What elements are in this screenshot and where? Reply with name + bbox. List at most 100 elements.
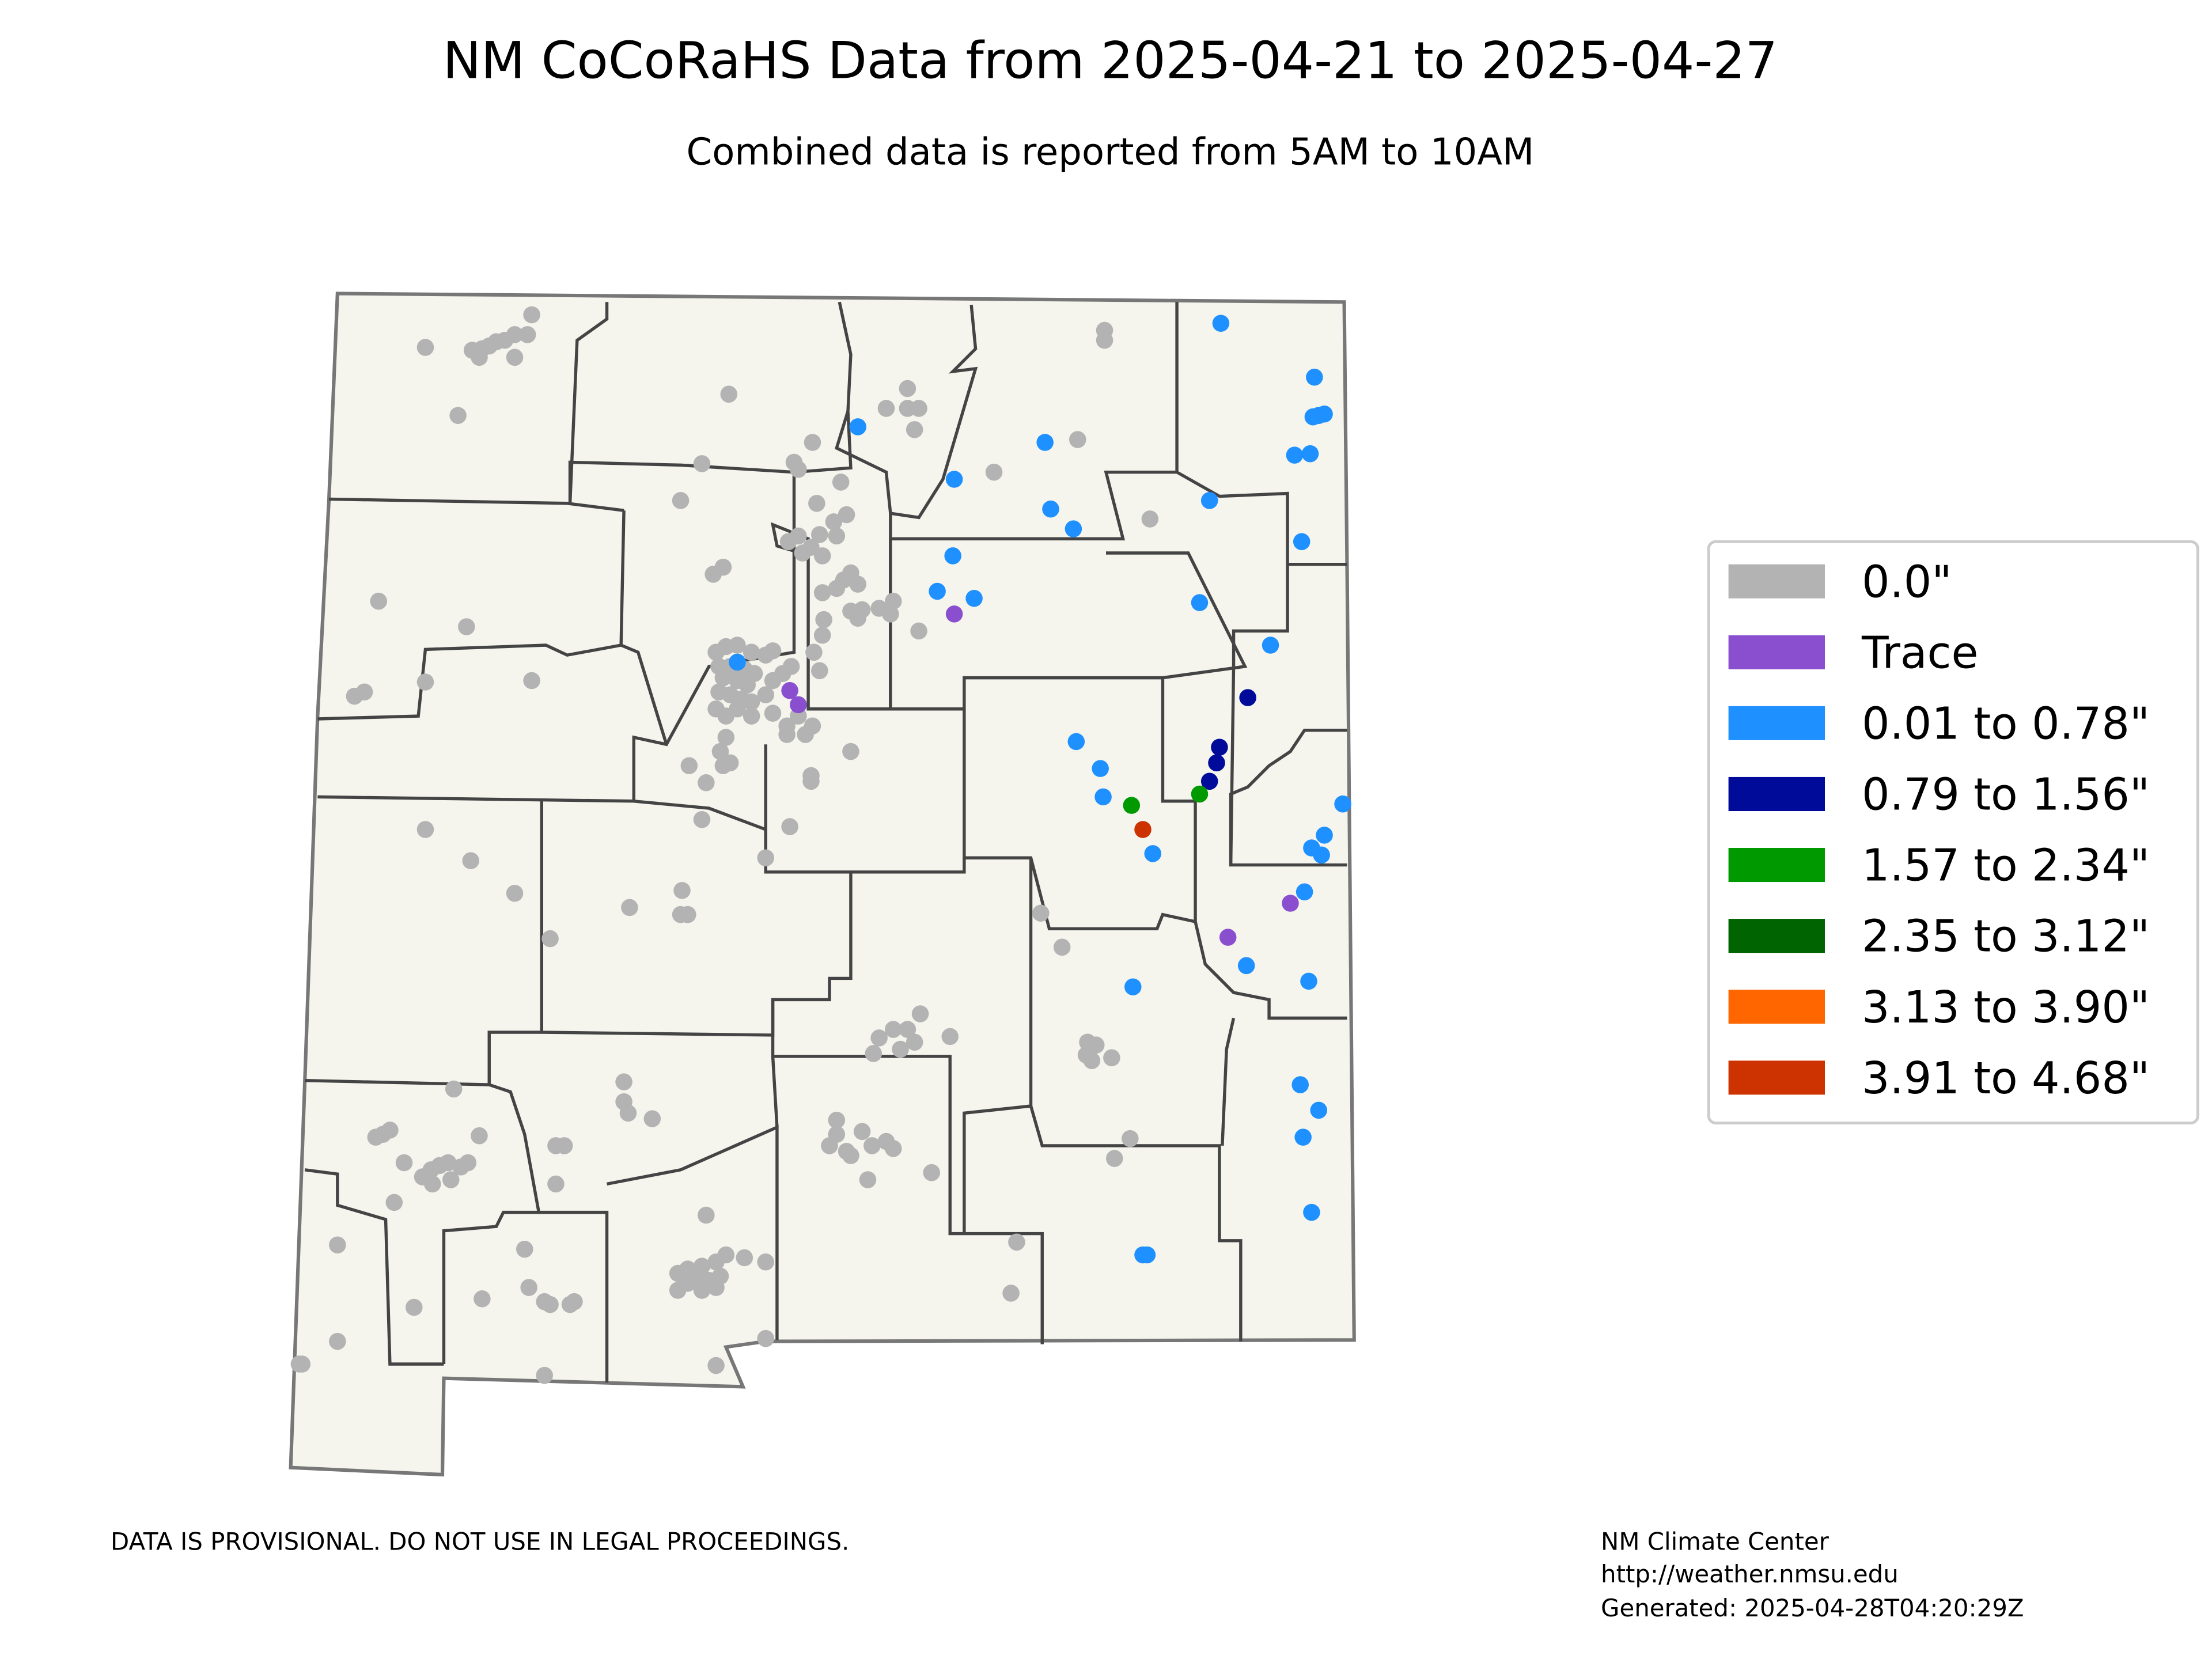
station-point [757,1253,774,1271]
station-point [381,1122,399,1139]
credit-line: Generated: 2025-04-28T04:20:29Z [1601,1594,2024,1622]
station-point [462,852,479,869]
station-point [1008,1233,1025,1251]
station-point [729,700,746,718]
station-point [781,682,798,699]
station-point [1077,1046,1095,1064]
title: NM CoCoRaHS Data from 2025-04-21 to 2025… [443,31,1778,90]
station-point [736,1249,753,1267]
station-point [714,757,732,774]
station-point [707,1357,725,1374]
station-point [714,669,732,687]
legend-label: 2.35 to 3.12" [1862,911,2150,962]
station-point [813,547,831,565]
station-point [1282,895,1299,912]
legend-swatch [1728,1060,1825,1095]
station-point [1042,500,1059,518]
station-point [717,729,735,746]
station-point [385,1194,403,1211]
station-point [1294,1128,1312,1146]
station-point [566,1293,583,1310]
station-point [693,1282,711,1299]
station-point [1200,772,1218,790]
station-point [794,544,811,562]
station-point [1067,733,1085,751]
station-point [370,592,387,610]
station-point [899,1021,916,1038]
station-point [1303,1203,1320,1221]
station-point [1036,434,1054,451]
subtitle: Combined data is reported from 5AM to 10… [687,131,1535,174]
station-point [1123,797,1141,814]
station-point [910,400,927,417]
station-point [1144,845,1161,862]
station-point [474,1290,491,1308]
station-point [729,637,746,654]
station-point [329,1332,346,1350]
station-point [1316,827,1333,844]
station-point [863,1137,881,1154]
station-point [471,349,488,366]
station-point [693,455,711,472]
station-point [1291,1076,1309,1093]
station-point [825,513,843,531]
station-point [877,400,895,417]
station-point [1237,957,1255,975]
station-point [1138,1246,1156,1264]
station-point [805,643,823,661]
legend-label: 0.0" [1862,556,1952,607]
station-point [1301,445,1319,463]
station-point [842,1147,859,1164]
station-point [1208,754,1225,772]
station-point [707,1279,725,1296]
legend-swatch [1728,919,1825,953]
station-point [1334,795,1351,813]
station-point [459,1154,477,1172]
station-point [1313,846,1330,864]
station-point [910,622,927,640]
station-point [1103,1049,1120,1067]
station-point [541,1296,559,1313]
station-point [449,407,467,424]
station-point [1211,738,1228,756]
station-point [442,1171,460,1188]
legend: 0.0" Trace 0.01 to 0.78" 0.79 to 1.56" 1.57 … [1707,540,2199,1124]
station-point [523,672,540,690]
county-lines [304,301,1347,1382]
station-point [885,592,902,610]
legend-swatch [1728,777,1825,811]
station-point [693,811,711,828]
station-point [838,506,855,524]
credit-line: NM Climate Center [1601,1527,1830,1555]
station-point [870,600,888,617]
station-point [813,584,831,601]
station-point [518,326,536,343]
station-point [804,434,821,451]
legend-frame [1707,540,2199,1124]
station-point [711,743,729,760]
station-point [1092,760,1109,777]
station-point [1293,533,1310,551]
station-point [811,662,828,680]
credit-line: http://weather.nmsu.edu [1601,1560,1899,1588]
station-point [329,1236,346,1253]
station-point [416,673,434,691]
legend-label: 0.79 to 1.56" [1862,769,2150,820]
station-point [944,547,961,565]
station-point [714,558,732,576]
station-point [1219,929,1237,946]
station-point [941,1028,959,1046]
station-point [406,1298,423,1316]
station-point [849,609,866,627]
station-point [1122,1130,1139,1147]
station-point [859,1171,877,1188]
station-point [781,818,798,835]
station-point [906,421,923,438]
station-point [679,906,696,923]
station-point [1053,938,1071,956]
station-point [813,627,831,644]
station-point [707,1253,725,1271]
station-point [811,526,828,543]
station-point [1306,369,1323,386]
legend-label: 3.13 to 3.90" [1862,982,2150,1033]
